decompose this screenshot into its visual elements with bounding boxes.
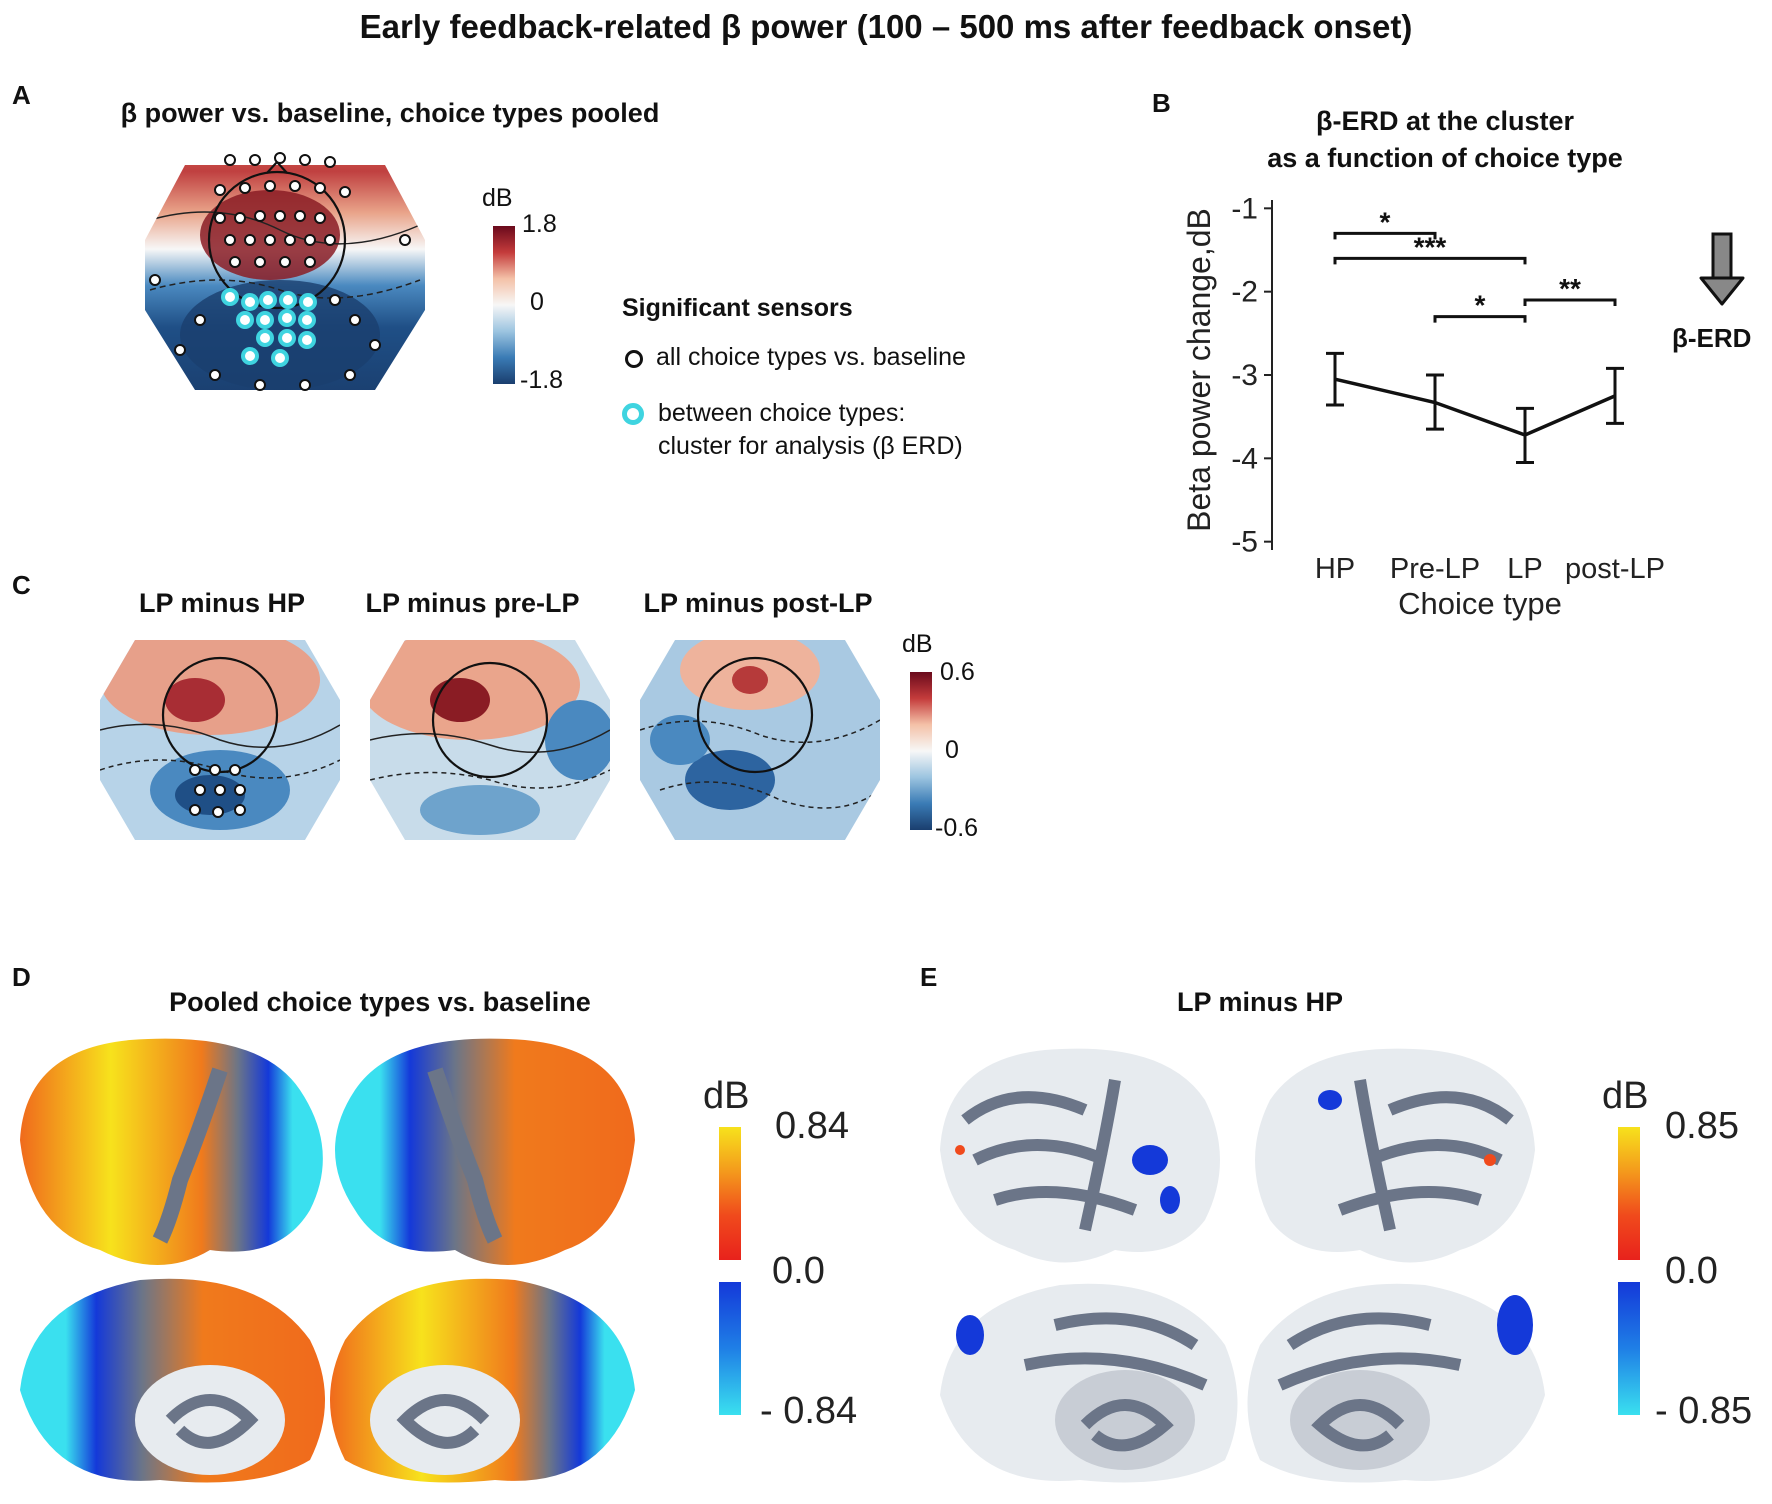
brain-e-lateral-left <box>940 1048 1220 1263</box>
panel-b-title-line2: as a function of choice type <box>1267 143 1623 173</box>
panel-c-title-lp-postlp: LP minus post-LP <box>643 588 873 618</box>
panel-c-colorbar-unit: dB <box>902 630 933 658</box>
panel-c-topomaps <box>100 640 880 840</box>
panel-a-topomap <box>145 152 425 391</box>
panel-d-colorbar-negative <box>719 1282 741 1415</box>
brain-medial-right <box>330 1278 635 1483</box>
panel-d-brains <box>20 1038 635 1483</box>
significance-label: * <box>1475 290 1486 321</box>
panel-c-title-lp-hp: LP minus HP <box>138 588 306 618</box>
brain-e-medial-right <box>1247 1283 1545 1483</box>
panel-b-chart: Beta power change,dB -1-2-3-4-5 ******* … <box>1181 192 1665 621</box>
panel-b-title-line1: β-ERD at the cluster <box>1315 106 1575 136</box>
panel-a-colorbar <box>493 226 515 384</box>
brain-medial-left <box>20 1278 325 1483</box>
legend-sensor-icon <box>625 350 643 368</box>
significance-bracket <box>1433 315 1527 323</box>
significance-label: *** <box>1414 231 1447 262</box>
panel-e-brains <box>940 1048 1545 1483</box>
panel-c-letter: C <box>12 570 31 600</box>
panel-e-colorbar-positive <box>1618 1127 1640 1260</box>
panel-a-title: β power vs. baseline, choice types poole… <box>120 98 660 128</box>
panel-e-colorbar-unit: dB <box>1602 1075 1649 1117</box>
panel-d-letter: D <box>12 962 31 992</box>
significance-bracket <box>1333 256 1527 265</box>
panel-e-colorbar-mid: 0.0 <box>1665 1250 1718 1292</box>
significance-label: * <box>1380 206 1391 237</box>
x-tick-label: HP <box>1315 553 1355 585</box>
y-tick-label: -5 <box>1231 526 1258 559</box>
figure-title: Early feedback-related β power (100 – 50… <box>359 8 1413 45</box>
topomap-lp-minus-hp <box>100 640 340 840</box>
legend-cluster-icon <box>622 403 644 425</box>
panel-c-colorbar-mid: 0 <box>945 736 959 764</box>
panel-a-colorbar-mid: 0 <box>530 288 544 316</box>
panel-d-colorbar-unit: dB <box>703 1075 750 1117</box>
down-arrow-icon <box>1699 232 1745 306</box>
y-axis-label: Beta power change,dB <box>1181 208 1217 532</box>
topomap-lp-minus-prelp <box>370 640 610 840</box>
legend-item-all-choice-types: all choice types vs. baseline <box>656 343 966 371</box>
panel-d-colorbar-positive <box>719 1127 741 1260</box>
significance-bracket <box>1523 298 1617 306</box>
y-tick-label: -3 <box>1231 359 1258 392</box>
panel-e-colorbar-min: - 0.85 <box>1655 1390 1753 1432</box>
topomap-lp-minus-postlp <box>640 640 880 840</box>
panel-c-colorbar-min: -0.6 <box>935 814 979 842</box>
panel-e-title: LP minus HP <box>1176 987 1344 1017</box>
x-tick-label: post-LP <box>1565 553 1665 585</box>
panel-d-colorbar-mid: 0.0 <box>772 1250 825 1292</box>
y-tick-label: -1 <box>1231 192 1258 225</box>
sensor-markers <box>149 152 411 391</box>
legend-item-cluster-analysis: cluster for analysis (β ERD) <box>658 432 963 460</box>
significance-label: ** <box>1559 273 1581 304</box>
series-line <box>1334 377 1616 437</box>
panel-a-letter: A <box>12 80 31 110</box>
legend-item-between-choice: between choice types: <box>658 399 906 427</box>
panel-d-colorbar-min: - 0.84 <box>760 1390 858 1432</box>
panel-c-title-lp-prelp: LP minus pre-LP <box>365 588 580 618</box>
y-tick-label: -4 <box>1231 442 1258 475</box>
brain-e-medial-left <box>940 1283 1238 1483</box>
cluster-sensor-markers <box>221 288 317 367</box>
brain-lateral-left <box>20 1038 323 1265</box>
x-tick-label: Pre-LP <box>1390 553 1480 585</box>
panel-a-colorbar-unit: dB <box>482 184 513 212</box>
panel-e-colorbar-max: 0.85 <box>1665 1105 1739 1147</box>
panel-e-colorbar-negative <box>1618 1282 1640 1415</box>
brain-lateral-right <box>335 1038 635 1265</box>
y-tick-label: -2 <box>1231 276 1258 309</box>
panel-b-letter: B <box>1152 88 1171 118</box>
x-tick-label: LP <box>1507 553 1542 585</box>
legend-heading: Significant sensors <box>622 294 853 322</box>
x-axis-label: Choice type <box>1398 586 1562 621</box>
beta-erd-label: β-ERD <box>1672 323 1752 353</box>
panel-e-letter: E <box>920 962 938 992</box>
panel-d-title: Pooled choice types vs. baseline <box>169 987 591 1017</box>
panel-a-colorbar-max: 1.8 <box>522 210 557 238</box>
significance-bracket <box>1333 231 1437 240</box>
brain-e-lateral-right <box>1255 1048 1535 1263</box>
panel-c-colorbar-max: 0.6 <box>940 658 975 686</box>
panel-c-colorbar <box>910 672 932 830</box>
panel-a-colorbar-min: -1.8 <box>520 366 564 394</box>
panel-d-colorbar-max: 0.84 <box>775 1105 849 1147</box>
